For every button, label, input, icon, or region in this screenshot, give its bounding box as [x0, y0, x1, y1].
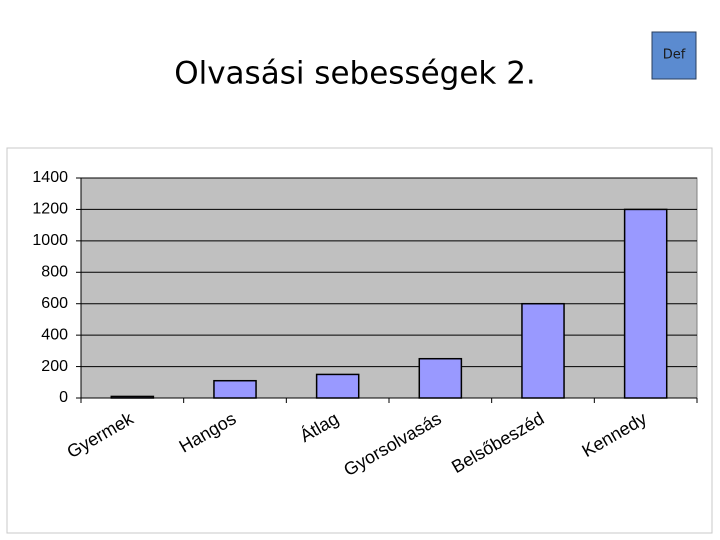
y-tick-label: 600	[41, 295, 68, 312]
y-tick-label: 800	[41, 264, 68, 281]
bar	[315, 373, 360, 399]
y-tick-label: 1200	[32, 201, 68, 218]
badge-box	[651, 31, 697, 80]
bar	[110, 395, 155, 399]
bar	[623, 208, 668, 399]
y-tick-label: 0	[59, 389, 68, 406]
y-tick-label: 400	[41, 326, 68, 343]
y-tick-label: 1000	[32, 232, 68, 249]
y-tick-label: 200	[41, 358, 68, 375]
y-tick-label: 1400	[32, 169, 68, 186]
badge-label: Def	[663, 48, 686, 63]
bar	[213, 379, 257, 399]
bar	[521, 302, 565, 399]
slide-title: Olvasási sebességek 2.	[174, 56, 536, 92]
plot-area	[80, 177, 698, 399]
bar	[418, 357, 463, 399]
